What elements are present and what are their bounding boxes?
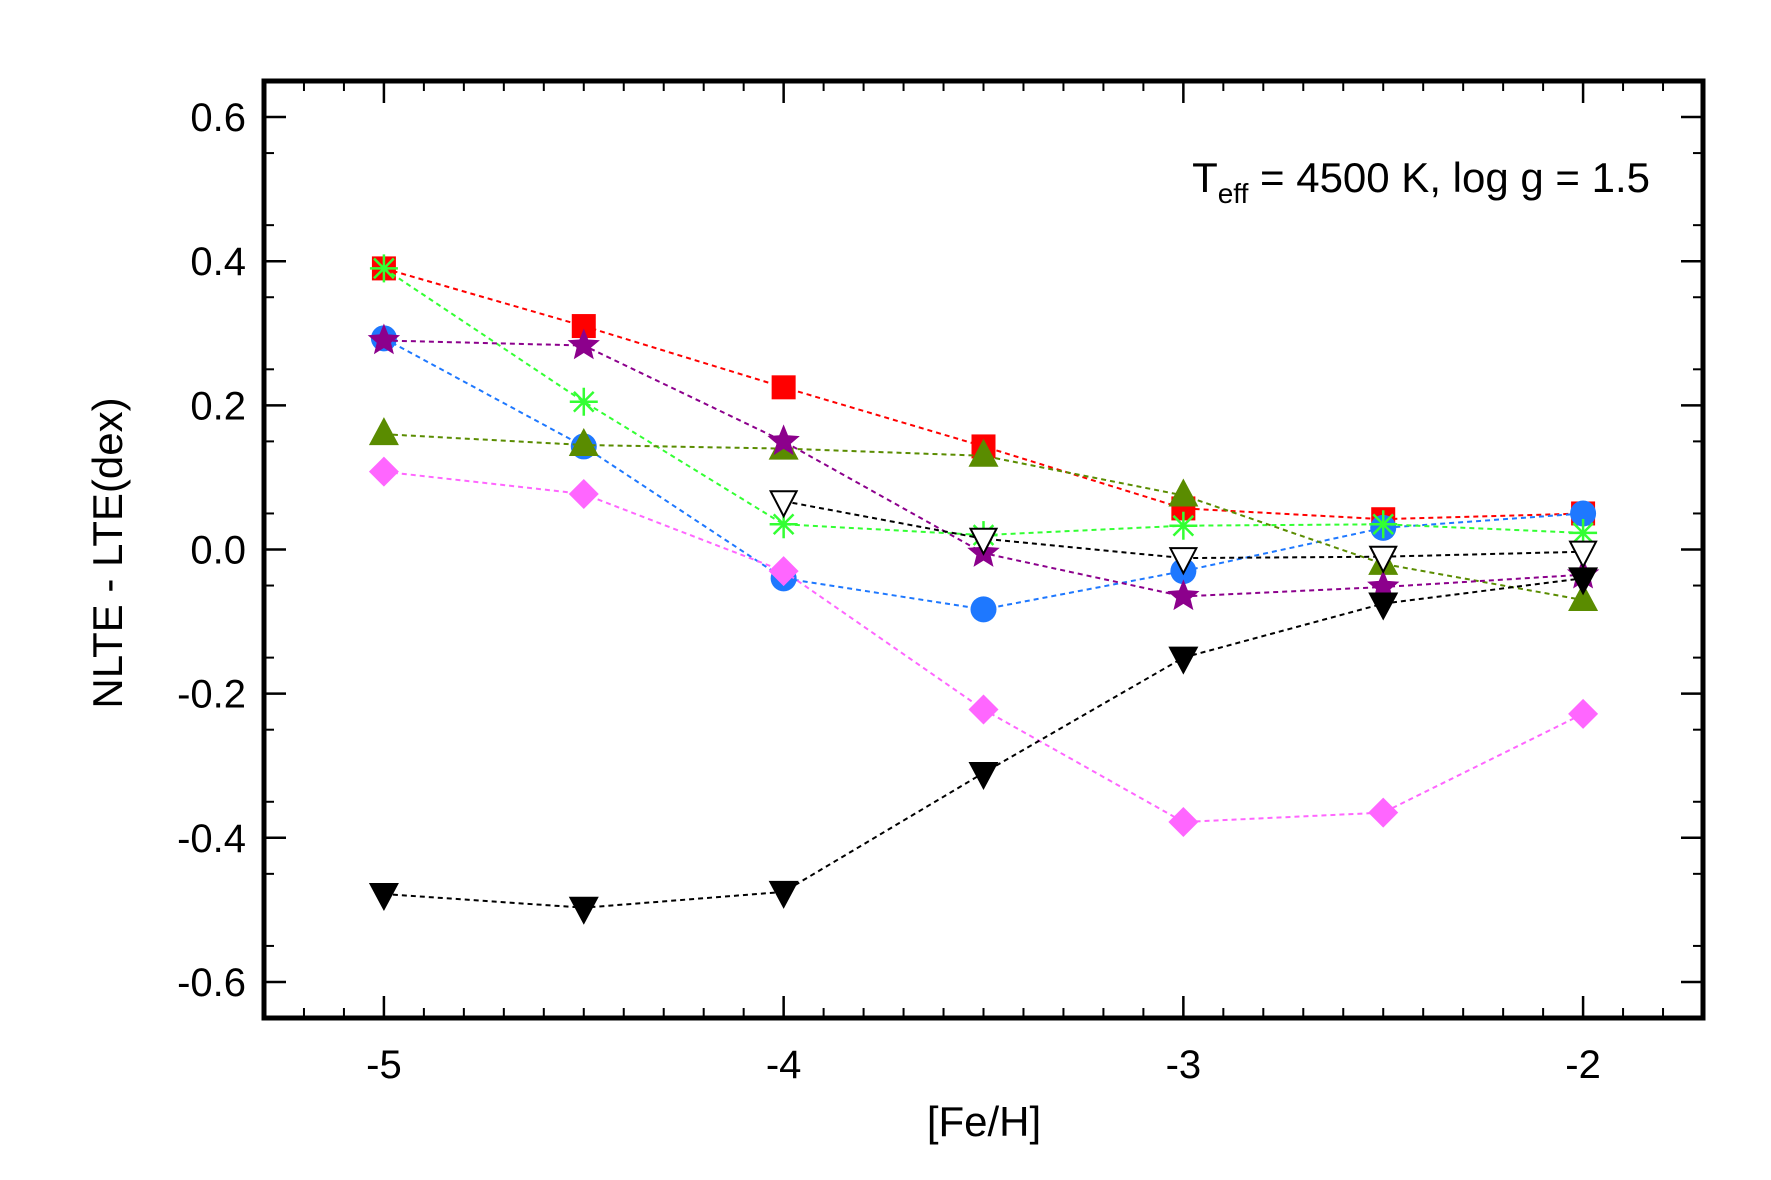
x-tick-label: -4	[766, 1043, 802, 1087]
y-axis-title: NLTE - LTE(dex)	[84, 397, 131, 708]
data-point-triangle-down-open	[1168, 547, 1199, 576]
x-tick-label: -5	[366, 1043, 402, 1087]
data-point-square	[771, 375, 796, 400]
data-point-triangle-down	[1168, 646, 1199, 675]
y-tick-label: -0.2	[177, 673, 246, 717]
data-point-diamond	[968, 694, 999, 725]
y-tick-label: 0.4	[190, 240, 246, 284]
data-point-triangle-down	[368, 883, 399, 912]
y-tick-label: 0.0	[190, 529, 246, 573]
data-point-circle	[970, 596, 997, 623]
series-triangle-down-open	[768, 490, 1598, 576]
data-point-triangle-up	[968, 438, 999, 467]
data-point-triangle-down	[968, 761, 999, 790]
series-line	[383, 577, 1584, 909]
data-point-triangle-down	[768, 880, 799, 909]
data-point-asterisk	[569, 387, 598, 416]
data-point-asterisk	[1569, 518, 1598, 547]
series-circle	[370, 325, 1597, 623]
data-point-triangle-down-open	[1568, 540, 1598, 569]
data-point-triangle-down	[1368, 592, 1399, 621]
series-triangle-up	[368, 417, 1599, 611]
data-point-triangle-up	[368, 417, 399, 446]
data-point-triangle-up	[1568, 582, 1599, 611]
series-triangle-down	[368, 567, 1599, 925]
y-tick-label: 0.2	[190, 384, 246, 428]
series-line	[383, 267, 1584, 537]
y-tick-label: -0.6	[177, 961, 246, 1005]
data-point-diamond	[1568, 698, 1599, 729]
series-layer	[367, 254, 1600, 925]
data-point-star	[1167, 579, 1200, 611]
data-point-diamond	[568, 479, 599, 510]
data-point-diamond	[368, 456, 399, 487]
data-point-circle	[1570, 500, 1597, 527]
data-point-diamond	[768, 556, 799, 587]
data-point-triangle-up	[568, 427, 599, 456]
data-point-triangle-down-open	[768, 490, 799, 519]
data-point-triangle-down	[568, 896, 599, 925]
series-diamond	[368, 456, 1599, 837]
data-point-triangle-up	[1168, 478, 1199, 507]
axes-layer: -5 -4 -3 -2 -0.6 -0.4 -0.2 0.0 0.2 0.4 0.6	[177, 78, 1706, 1087]
series-line	[783, 500, 1584, 560]
annotation-subscript: eff	[1218, 178, 1249, 209]
annotation-main: T	[1192, 154, 1218, 201]
data-point-star	[767, 424, 800, 456]
annotation-rest: = 4500 K, log g = 1.5	[1248, 154, 1650, 201]
data-point-triangle-down-open	[968, 527, 999, 556]
series-line	[383, 267, 1584, 521]
data-point-triangle-down-open	[1368, 545, 1398, 574]
data-point-asterisk	[1169, 511, 1198, 540]
data-point-star	[567, 328, 600, 360]
data-point-diamond	[1368, 797, 1399, 828]
series-line	[383, 337, 1584, 611]
data-point-star	[367, 323, 401, 355]
data-point-triangle-down	[1568, 567, 1599, 596]
y-tick-label: 0.6	[190, 96, 246, 140]
data-point-asterisk	[1369, 510, 1398, 539]
y-tick-label: -0.4	[177, 817, 246, 861]
chart-annotation: Teff = 4500 K, log g = 1.5	[1192, 154, 1650, 209]
data-point-diamond	[1168, 806, 1199, 837]
x-tick-label: -2	[1565, 1043, 1601, 1087]
x-tick-label: -3	[1166, 1043, 1202, 1087]
series-asterisk	[369, 254, 1598, 550]
data-point-asterisk	[369, 254, 398, 283]
x-axis-title: [Fe/H]	[927, 1098, 1041, 1145]
